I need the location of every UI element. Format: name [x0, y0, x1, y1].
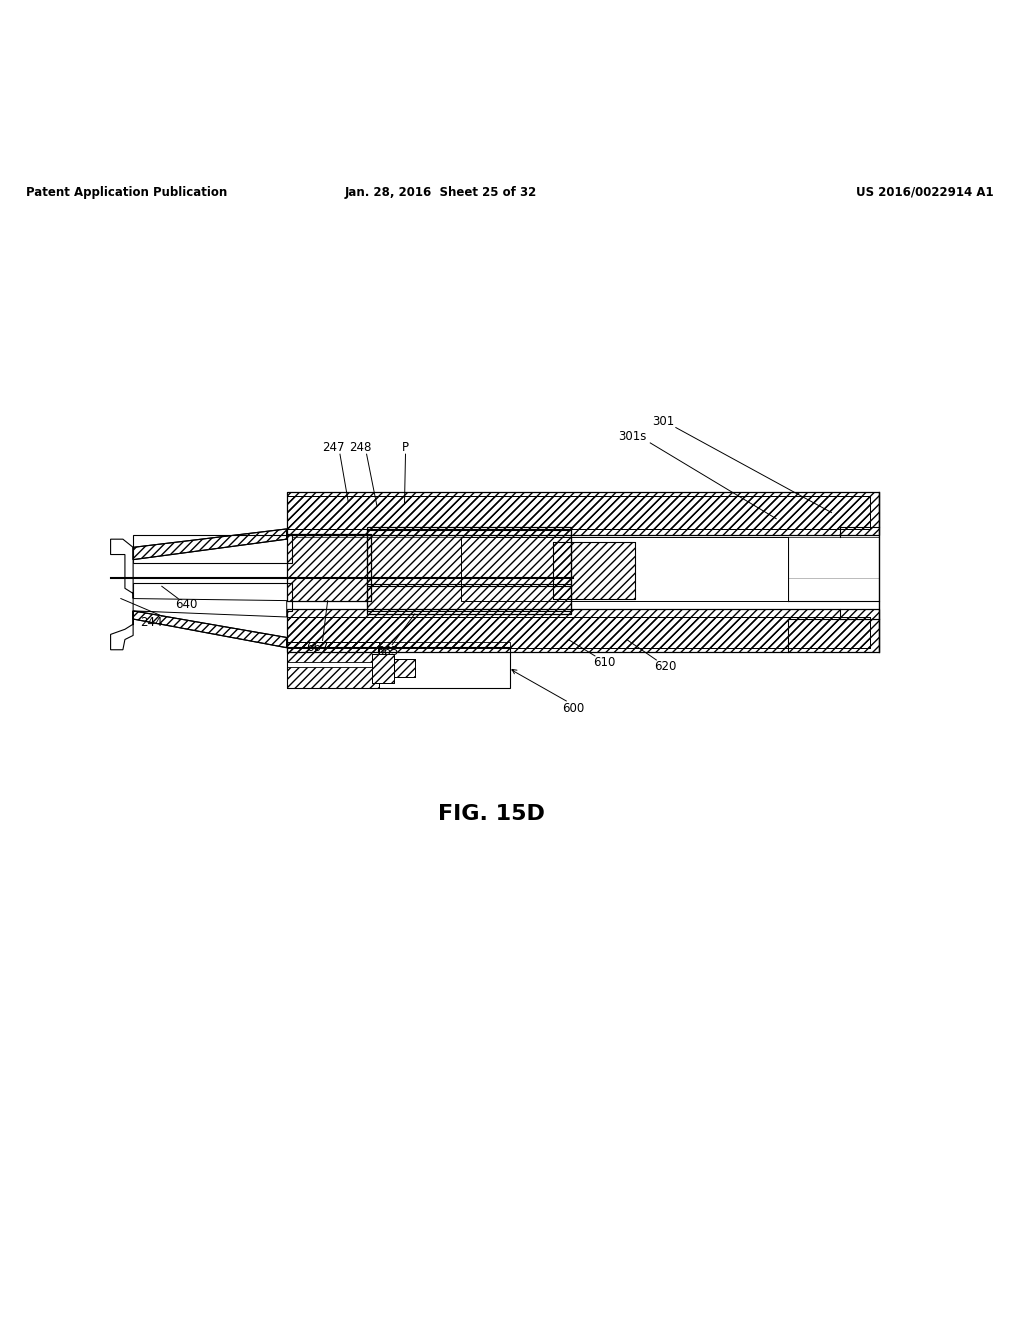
- Polygon shape: [111, 539, 133, 598]
- Polygon shape: [111, 611, 133, 649]
- Bar: [367, 585, 571, 611]
- Bar: [287, 609, 879, 652]
- Bar: [367, 527, 571, 614]
- Bar: [367, 529, 571, 586]
- Bar: [553, 543, 635, 598]
- Text: 244: 244: [140, 615, 163, 628]
- Text: 600: 600: [562, 702, 585, 714]
- Bar: [287, 642, 379, 663]
- Text: 248: 248: [349, 441, 372, 454]
- Bar: [287, 616, 870, 648]
- Text: 620: 620: [654, 660, 677, 673]
- Text: 610: 610: [593, 656, 615, 668]
- Bar: [372, 653, 394, 682]
- Text: US 2016/0022914 A1: US 2016/0022914 A1: [856, 186, 993, 198]
- Bar: [133, 583, 292, 611]
- Text: FIG. 15D: FIG. 15D: [438, 804, 545, 824]
- Bar: [461, 537, 788, 601]
- Bar: [133, 535, 292, 562]
- Polygon shape: [133, 598, 287, 616]
- Bar: [394, 659, 415, 677]
- Bar: [287, 642, 379, 688]
- Bar: [287, 667, 379, 688]
- Bar: [394, 659, 415, 677]
- Bar: [287, 496, 870, 529]
- Bar: [287, 642, 510, 652]
- Bar: [287, 647, 510, 688]
- Bar: [287, 496, 870, 529]
- Bar: [367, 585, 571, 611]
- Bar: [287, 616, 870, 648]
- Text: 301s: 301s: [618, 430, 647, 444]
- Bar: [372, 653, 394, 682]
- Bar: [553, 543, 635, 598]
- Text: 301: 301: [652, 414, 675, 428]
- Text: Patent Application Publication: Patent Application Publication: [26, 186, 227, 198]
- Text: P: P: [402, 441, 409, 454]
- Text: 667: 667: [306, 642, 329, 655]
- Text: Jan. 28, 2016  Sheet 25 of 32: Jan. 28, 2016 Sheet 25 of 32: [344, 186, 537, 198]
- Bar: [287, 492, 879, 535]
- Text: 665: 665: [376, 645, 398, 659]
- Bar: [287, 492, 879, 535]
- Bar: [287, 535, 371, 601]
- Bar: [287, 535, 371, 601]
- Bar: [287, 609, 879, 652]
- Text: 247: 247: [323, 441, 345, 454]
- Bar: [367, 529, 571, 586]
- Text: 640: 640: [175, 598, 198, 611]
